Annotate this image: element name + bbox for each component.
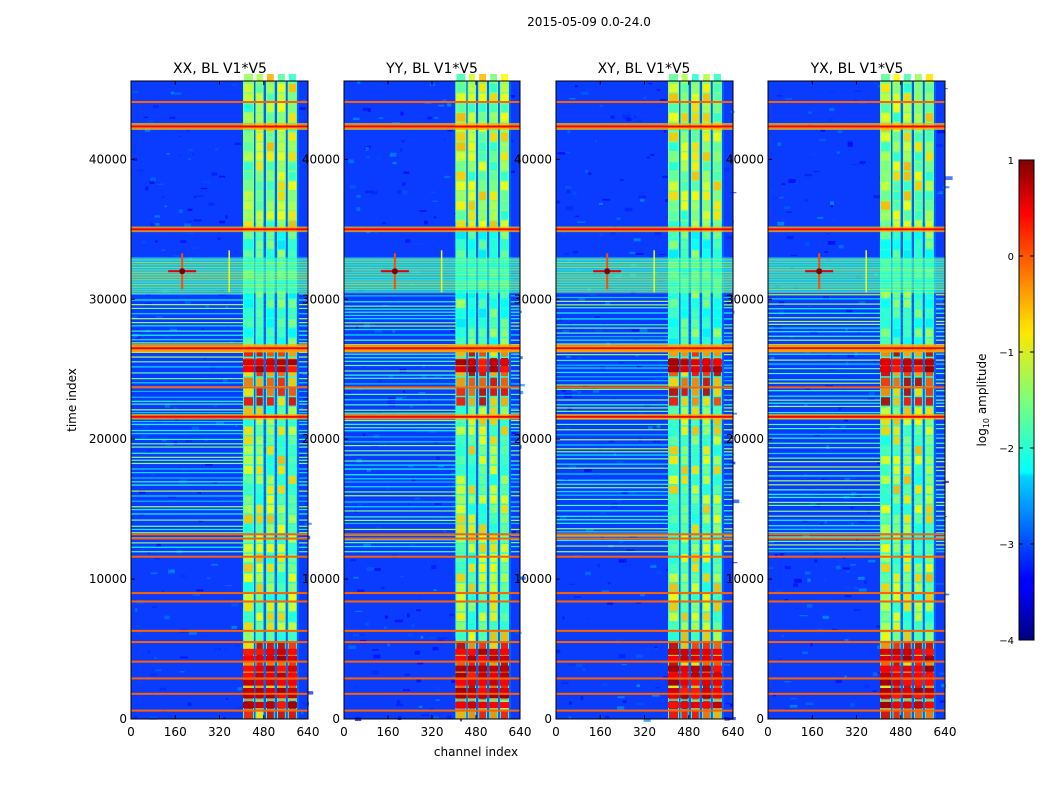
colorbar-label-sub: 10 bbox=[982, 418, 991, 428]
x-tick-label: 640 bbox=[934, 725, 957, 739]
x-tick-label: 0 bbox=[340, 725, 348, 739]
y-tick-label: 10000 bbox=[89, 572, 127, 586]
x-axis-label: channel index bbox=[434, 745, 518, 759]
y-axis-xy: 0 10000 20000 30000 40000 bbox=[514, 152, 560, 726]
y-tick-label: 20000 bbox=[302, 432, 340, 446]
x-tick-label: 480 bbox=[889, 725, 912, 739]
x-tick-label: 320 bbox=[845, 725, 868, 739]
colorbar-tick-label: −4 bbox=[999, 636, 1014, 647]
heatmap-yy bbox=[343, 74, 526, 722]
colorbar-tick-label: −2 bbox=[999, 444, 1014, 455]
y-tick-label: 40000 bbox=[514, 152, 552, 166]
x-tick-label: 160 bbox=[164, 725, 187, 739]
y-axis-yy: 0 10000 20000 30000 40000 bbox=[302, 152, 348, 726]
panel-title-yy: YY, BL V1*V5 bbox=[385, 61, 478, 77]
x-tick-label: 0 bbox=[764, 725, 772, 739]
y-tick-label: 30000 bbox=[726, 292, 764, 306]
colorbar-tick-label: −3 bbox=[999, 540, 1014, 551]
x-axis-yx: 0 160 320 480 640 bbox=[764, 81, 956, 739]
y-tick-label: 10000 bbox=[726, 572, 764, 586]
x-tick-label: 480 bbox=[252, 725, 275, 739]
x-axis-xy: 0 160 320 480 640 bbox=[552, 81, 744, 739]
colorbar-tick-label: 1 bbox=[1008, 156, 1014, 167]
panel-title-xy: XY, BL V1*V5 bbox=[598, 61, 691, 77]
x-tick-label: 640 bbox=[509, 725, 532, 739]
x-axis-xx: 0 160 320 480 640 bbox=[127, 81, 319, 739]
colorbar-label-prefix: log bbox=[975, 428, 989, 446]
x-tick-label: 640 bbox=[297, 725, 320, 739]
x-tick-label: 160 bbox=[589, 725, 612, 739]
y-tick-label: 40000 bbox=[89, 152, 127, 166]
y-axis-yx: 0 10000 20000 30000 40000 bbox=[726, 152, 772, 726]
y-tick-label: 10000 bbox=[514, 572, 552, 586]
x-tick-label: 320 bbox=[421, 725, 444, 739]
panel-title-xx: XX, BL V1*V5 bbox=[173, 61, 267, 77]
panel-title-yx: YX, BL V1*V5 bbox=[810, 61, 904, 77]
y-axis-label: time index bbox=[65, 368, 79, 432]
colorbar-tick-label: −1 bbox=[999, 348, 1014, 359]
colorbar-tick-label: 0 bbox=[1008, 252, 1014, 263]
x-tick-label: 0 bbox=[552, 725, 560, 739]
x-tick-label: 320 bbox=[633, 725, 656, 739]
colorbar-label: log10 amplitude bbox=[975, 354, 991, 447]
panel-yx: YX, BL V1*V5 0 160 320 480 640 0 10000 20000 30… bbox=[726, 61, 957, 739]
x-tick-label: 160 bbox=[801, 725, 824, 739]
x-tick-label: 640 bbox=[722, 725, 745, 739]
y-tick-label: 10000 bbox=[302, 572, 340, 586]
heatmap-xx bbox=[130, 74, 314, 720]
y-tick-label: 30000 bbox=[514, 292, 552, 306]
x-axis-yy: 0 160 320 480 640 bbox=[340, 81, 531, 739]
y-tick-label: 0 bbox=[756, 712, 764, 726]
colorbar: 10−1−2−3−4 log10 amplitude bbox=[975, 156, 1035, 647]
y-tick-label: 0 bbox=[544, 712, 552, 726]
y-tick-label: 30000 bbox=[302, 292, 340, 306]
y-tick-label: 0 bbox=[119, 712, 127, 726]
x-tick-label: 160 bbox=[377, 725, 400, 739]
panel-xx: XX, BL V1*V5 0 160 320 480 640 0 10000 20000 30… bbox=[89, 61, 320, 739]
panel-yy: YY, BL V1*V5 0 160 320 480 640 0 10000 20000 30… bbox=[302, 61, 532, 739]
figure-suptitle: 2015-05-09 0.0-24.0 bbox=[527, 15, 651, 29]
y-tick-label: 30000 bbox=[89, 292, 127, 306]
y-tick-label: 20000 bbox=[726, 432, 764, 446]
x-tick-label: 480 bbox=[677, 725, 700, 739]
y-tick-label: 40000 bbox=[302, 152, 340, 166]
y-tick-label: 40000 bbox=[726, 152, 764, 166]
colorbar-label-suffix: amplitude bbox=[975, 354, 989, 418]
heatmap-yx bbox=[767, 74, 953, 720]
y-tick-label: 20000 bbox=[89, 432, 127, 446]
y-tick-label: 0 bbox=[332, 712, 340, 726]
panel-xy: XY, BL V1*V5 0 160 320 480 640 0 10000 20000 30… bbox=[514, 61, 745, 739]
y-axis-xx: 0 10000 20000 30000 40000 bbox=[89, 152, 135, 726]
heatmap-xy bbox=[555, 74, 740, 722]
x-tick-label: 0 bbox=[127, 725, 135, 739]
colorbar-gradient bbox=[1018, 159, 1035, 641]
colorbar-ticks: 1 0 −1 −2 −3 −4 bbox=[999, 156, 1034, 647]
x-tick-label: 480 bbox=[465, 725, 488, 739]
y-tick-label: 20000 bbox=[514, 432, 552, 446]
x-tick-label: 320 bbox=[208, 725, 231, 739]
